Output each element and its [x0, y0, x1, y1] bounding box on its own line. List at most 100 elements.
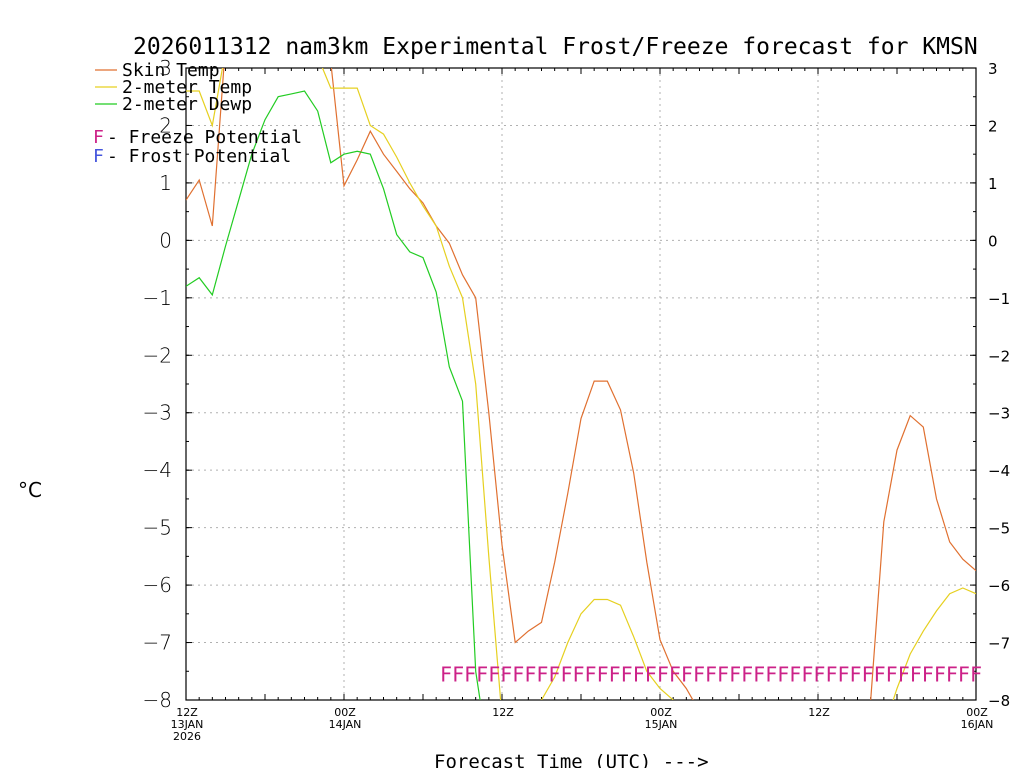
freeze-marker: F	[524, 662, 536, 686]
freeze-marker: F	[573, 662, 585, 686]
y-tick-label: −8	[143, 688, 172, 712]
chart-title: 2026011312 nam3km Experimental Frost/Fre…	[133, 34, 978, 60]
grid	[186, 68, 976, 700]
freeze-marker: F	[970, 662, 982, 686]
y-tick-label: 1	[159, 171, 172, 195]
freeze-marker: F	[825, 662, 837, 686]
x-tick-label: 2026	[173, 730, 201, 743]
freeze-marker: F	[560, 662, 572, 686]
legend-label: 2-meter Temp	[122, 77, 252, 98]
series-line-2-meter-temp	[186, 68, 976, 700]
x-tick-label: 12Z	[176, 706, 198, 719]
freeze-marker: F	[946, 662, 958, 686]
y-tick-label-right: −4	[988, 462, 1010, 480]
series-line-2-meter-dewp	[186, 90, 481, 700]
y-tick-label: 3	[159, 56, 172, 80]
y-tick-label: −3	[143, 401, 172, 425]
freeze-marker: F	[922, 662, 934, 686]
freeze-marker: F	[633, 662, 645, 686]
legend-marker-label: - Frost Potential	[107, 146, 291, 167]
y-tick-label: 2	[159, 113, 172, 137]
freeze-marker: F	[934, 662, 946, 686]
freeze-marker: F	[621, 662, 633, 686]
freeze-marker: F	[765, 662, 777, 686]
freeze-marker: F	[850, 662, 862, 686]
legend-marker-label: - Freeze Potential	[107, 127, 302, 148]
y-axis-label: °C	[18, 478, 42, 502]
freeze-marker: F	[476, 662, 488, 686]
y-tick-label-right: −7	[988, 635, 1010, 653]
y-tick-label: −5	[143, 516, 172, 540]
freeze-marker: F	[597, 662, 609, 686]
series-lines	[186, 68, 976, 700]
freeze-marker: F	[548, 662, 560, 686]
y-axis-left: −8 −7 −6 −5 −4 −3 −2 −1 0 1 2 3	[143, 56, 192, 712]
freeze-marker: F	[837, 662, 849, 686]
y-tick-label-right: −1	[988, 290, 1010, 308]
y-tick-label-right: −5	[988, 520, 1010, 538]
freeze-marker: F	[898, 662, 910, 686]
freeze-marker: F	[717, 662, 729, 686]
x-tick-label: 15JAN	[645, 718, 678, 731]
freeze-marker: F	[464, 662, 476, 686]
x-tick-label: 00Z	[966, 706, 988, 719]
x-tick-label: 13JAN	[171, 718, 204, 731]
y-tick-label-right: −2	[988, 347, 1010, 365]
y-tick-label: −1	[143, 286, 172, 310]
legend-marker-symbol: F	[93, 127, 104, 148]
freeze-marker: F	[753, 662, 765, 686]
freeze-marker: F	[452, 662, 464, 686]
freeze-marker: F	[789, 662, 801, 686]
legend-marker-symbol: F	[93, 146, 104, 167]
freeze-marker: F	[958, 662, 970, 686]
freeze-marker: F	[910, 662, 922, 686]
y-tick-label-right: 0	[988, 232, 998, 250]
series-line-skin-temp	[186, 68, 976, 700]
y-axis-right: −8 −7 −6 −5 −4 −3 −2 −1 0 1 2 3	[970, 60, 1010, 710]
y-tick-label-right: −6	[988, 577, 1010, 595]
freeze-marker: F	[886, 662, 898, 686]
y-tick-label: −6	[143, 573, 172, 597]
freeze-marker: F	[609, 662, 621, 686]
freeze-marker: F	[440, 662, 452, 686]
freeze-marker: F	[488, 662, 500, 686]
y-tick-label: −2	[143, 343, 172, 367]
y-tick-label-right: 3	[988, 60, 998, 78]
freeze-marker: F	[512, 662, 524, 686]
freeze-marker: F	[500, 662, 512, 686]
y-tick-label: −4	[143, 458, 172, 482]
freeze-marker: F	[705, 662, 717, 686]
x-tick-label: 14JAN	[329, 718, 362, 731]
y-tick-label-right: −3	[988, 405, 1010, 423]
freeze-marker: F	[729, 662, 741, 686]
freeze-marker: F	[693, 662, 705, 686]
y-tick-label-right: 1	[988, 175, 998, 193]
freeze-marker: F	[669, 662, 681, 686]
freeze-marker: F	[813, 662, 825, 686]
x-tick-label: 12Z	[492, 706, 514, 719]
freeze-marker: F	[862, 662, 874, 686]
freeze-marker: F	[657, 662, 669, 686]
freeze-marker: F	[801, 662, 813, 686]
freeze-marker: F	[645, 662, 657, 686]
y-tick-label: −7	[143, 631, 172, 655]
x-tick-label: 00Z	[650, 706, 672, 719]
legend-label: Skin Temp	[122, 60, 220, 81]
plot-frame	[185, 67, 977, 701]
freeze-marker: F	[777, 662, 789, 686]
y-tick-label-right: −8	[988, 692, 1010, 710]
x-tick-label: 12Z	[808, 706, 830, 719]
freeze-marker: F	[536, 662, 548, 686]
freeze-marker: F	[874, 662, 886, 686]
freeze-marker: F	[681, 662, 693, 686]
y-tick-label: 0	[159, 228, 172, 252]
x-tick-label: 00Z	[334, 706, 356, 719]
freeze-marker: F	[585, 662, 597, 686]
freeze-marker: F	[741, 662, 753, 686]
y-tick-label-right: 2	[988, 117, 998, 135]
x-axis-label: Forecast Time (UTC) --->	[434, 751, 709, 768]
